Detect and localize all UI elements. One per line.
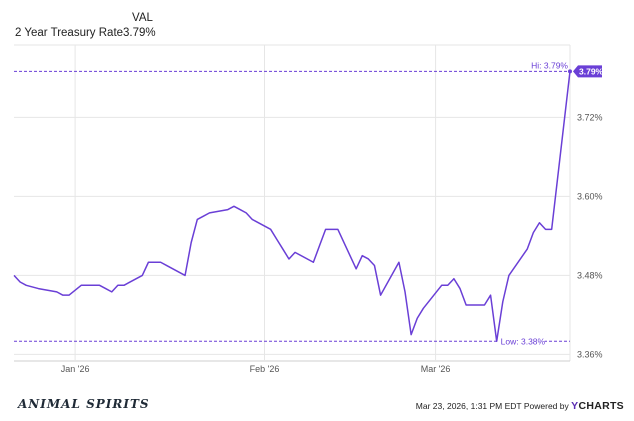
annotations: Hi: 3.79% Low: 3.38% 3.79% <box>498 60 604 348</box>
series-line <box>13 71 571 342</box>
animal-spirits-logo: ANIMAL SPIRITS <box>18 397 150 411</box>
series-end-marker <box>568 69 572 74</box>
footer-powered-by: Powered by <box>523 401 569 411</box>
x-tick-label: Mar '26 <box>421 364 451 374</box>
legend-series-value: 3.79% <box>123 27 156 39</box>
y-tick-label: 3.48% <box>577 270 603 280</box>
y-tick-label: 3.36% <box>577 349 603 359</box>
legend-series-name[interactable]: 2 Year Treasury Rate <box>15 27 124 39</box>
current-value-badge-text: 3.79% <box>579 66 604 76</box>
ycharts-logo-text: CHARTS <box>578 400 624 412</box>
current-value-badge <box>573 65 602 78</box>
series-layer <box>13 69 572 342</box>
reference-lines <box>14 70 570 342</box>
x-axis: Jan '26 Feb '26 Mar '26 <box>61 364 451 374</box>
y-axis: 3.36% 3.48% 3.60% 3.72% <box>577 112 603 359</box>
low-label: Low: 3.38% <box>501 336 546 346</box>
hi-label: Hi: 3.79% <box>531 60 568 70</box>
x-tick-label: Feb '26 <box>250 364 280 374</box>
ycharts-logo-y: Y <box>571 400 579 412</box>
ycharts-logo[interactable]: YCHARTS <box>571 400 624 412</box>
footer-timestamp: Mar 23, 2026, 1:31 PM EDT <box>415 401 522 411</box>
y-tick-label: 3.72% <box>577 112 603 122</box>
low-label-background <box>498 334 545 348</box>
legend-column-header: VAL <box>132 12 153 24</box>
footer-attribution: Mar 23, 2026, 1:31 PM EDT Powered by YCH… <box>416 400 624 412</box>
x-tick-label: Jan '26 <box>61 364 90 374</box>
gridlines <box>14 44 571 362</box>
y-tick-label: 3.60% <box>577 191 603 201</box>
